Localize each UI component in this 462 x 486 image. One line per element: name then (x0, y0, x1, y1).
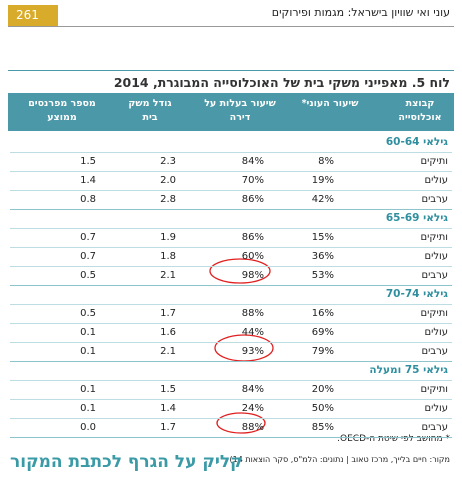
cell-value: 88% (241, 308, 264, 319)
cell-value: 1.8 (160, 251, 176, 262)
column-header: קבוצת אוכלוסייה (398, 98, 442, 123)
cell-value: 88% (241, 422, 264, 433)
cell-value: 50% (311, 403, 334, 414)
column-header: שיעור בעלות על דירה (204, 98, 276, 123)
table-header: קבוצת אוכלוסייה שיעור העוני* שיעור בעלות ע… (8, 93, 454, 131)
cell-value: 0.1 (80, 403, 96, 414)
row-label: ערבים (421, 270, 448, 281)
highlight-circle (209, 258, 271, 284)
row-label: ערבים (421, 194, 448, 205)
cell-value: 79% (311, 346, 334, 357)
column-header: גודל משק בית (128, 98, 172, 123)
highlight-circle (216, 412, 266, 434)
cell-value: 93% (241, 346, 264, 357)
header-rule (8, 26, 454, 27)
cell-value: 53% (311, 270, 334, 281)
cell-value: 0.1 (80, 384, 96, 395)
row-separator (10, 228, 452, 229)
row-separator (10, 399, 452, 400)
cell-value: 42% (311, 194, 334, 205)
cell-value: 86% (241, 194, 264, 205)
cell-value: 2.8 (160, 194, 176, 205)
cell-value: 86% (241, 232, 264, 243)
cell-value: 0.5 (80, 270, 96, 281)
cell-value: 1.4 (160, 403, 176, 414)
cell-value: 70% (241, 175, 264, 186)
cell-value: 19% (311, 175, 334, 186)
cell-value: 15% (311, 232, 334, 243)
cell-value: 60% (241, 251, 264, 262)
cell-value: 0.7 (80, 251, 96, 262)
column-header: מספר מפרנסים ממוצע (28, 98, 96, 123)
cell-value: 0.1 (80, 327, 96, 338)
group-separator (10, 361, 452, 362)
running-title: עוני ואי שוויון בישראל: מגמות ופירוקים (271, 6, 450, 19)
row-label: ערבים (421, 422, 448, 433)
cell-value: 84% (241, 384, 264, 395)
cell-value: 44% (241, 327, 264, 338)
row-label: ערבים (421, 346, 448, 357)
row-label: עולים (424, 251, 448, 262)
cell-value: 8% (318, 156, 334, 167)
cell-value: 0.0 (80, 422, 96, 433)
cell-value: 0.8 (80, 194, 96, 205)
group-separator (10, 285, 452, 286)
row-separator (10, 380, 452, 381)
cell-value: 0.7 (80, 232, 96, 243)
group-label: גילאי 75 ומעלה (369, 364, 448, 376)
source: מקור: חיים בלייך, מרכז טאוב | נתונים: הל… (229, 455, 450, 464)
row-separator (10, 323, 452, 324)
source-link[interactable]: קליק על הגרף לכתבת המקור (10, 452, 243, 472)
row-label: עולים (424, 403, 448, 414)
cell-value: 1.4 (80, 175, 96, 186)
row-separator (10, 304, 452, 305)
row-separator (10, 190, 452, 191)
row-label: ותיקים (420, 384, 449, 395)
row-separator (10, 171, 452, 172)
row-label: ותיקים (420, 232, 449, 243)
group-label: גילאי 65-69 (385, 212, 448, 224)
row-separator (10, 342, 452, 343)
group-label: גילאי 60-64 (385, 136, 448, 148)
cell-value: 0.5 (80, 308, 96, 319)
cell-value: 1.7 (160, 308, 176, 319)
cell-value: 2.0 (160, 175, 176, 186)
cell-value: 1.7 (160, 422, 176, 433)
row-label: עולים (424, 175, 448, 186)
row-label: ותיקים (420, 156, 449, 167)
cell-value: 85% (311, 422, 334, 433)
cell-value: 1.9 (160, 232, 176, 243)
column-header: שיעור העוני* (301, 98, 359, 109)
cell-value: 1.5 (160, 384, 176, 395)
title-rule (8, 70, 454, 71)
cell-value: 2.1 (160, 346, 176, 357)
row-separator (10, 418, 452, 419)
cell-value: 36% (311, 251, 334, 262)
cell-value: 2.1 (160, 270, 176, 281)
row-separator (10, 266, 452, 267)
group-separator (10, 209, 452, 210)
cell-value: 20% (311, 384, 334, 395)
cell-value: 2.3 (160, 156, 176, 167)
cell-value: 0.1 (80, 346, 96, 357)
group-label: גילאי 70-74 (385, 288, 448, 300)
cell-value: 24% (241, 403, 264, 414)
cell-value: 98% (241, 270, 264, 281)
page-number: 261 (16, 8, 39, 22)
cell-value: 16% (311, 308, 334, 319)
cell-value: 84% (241, 156, 264, 167)
group-separator (10, 437, 452, 438)
cell-value: 69% (311, 327, 334, 338)
cell-value: 1.6 (160, 327, 176, 338)
page-number-box: 261 (8, 5, 58, 26)
footnote: * מחושב לפי שיטת ה-OECD. (337, 434, 450, 444)
row-label: ותיקים (420, 308, 449, 319)
table-title: לוח 5. מאפייני משקי בית של האוכלוסייה המ… (113, 75, 450, 90)
row-separator (10, 152, 452, 153)
row-separator (10, 247, 452, 248)
cell-value: 1.5 (80, 156, 96, 167)
row-label: עולים (424, 327, 448, 338)
